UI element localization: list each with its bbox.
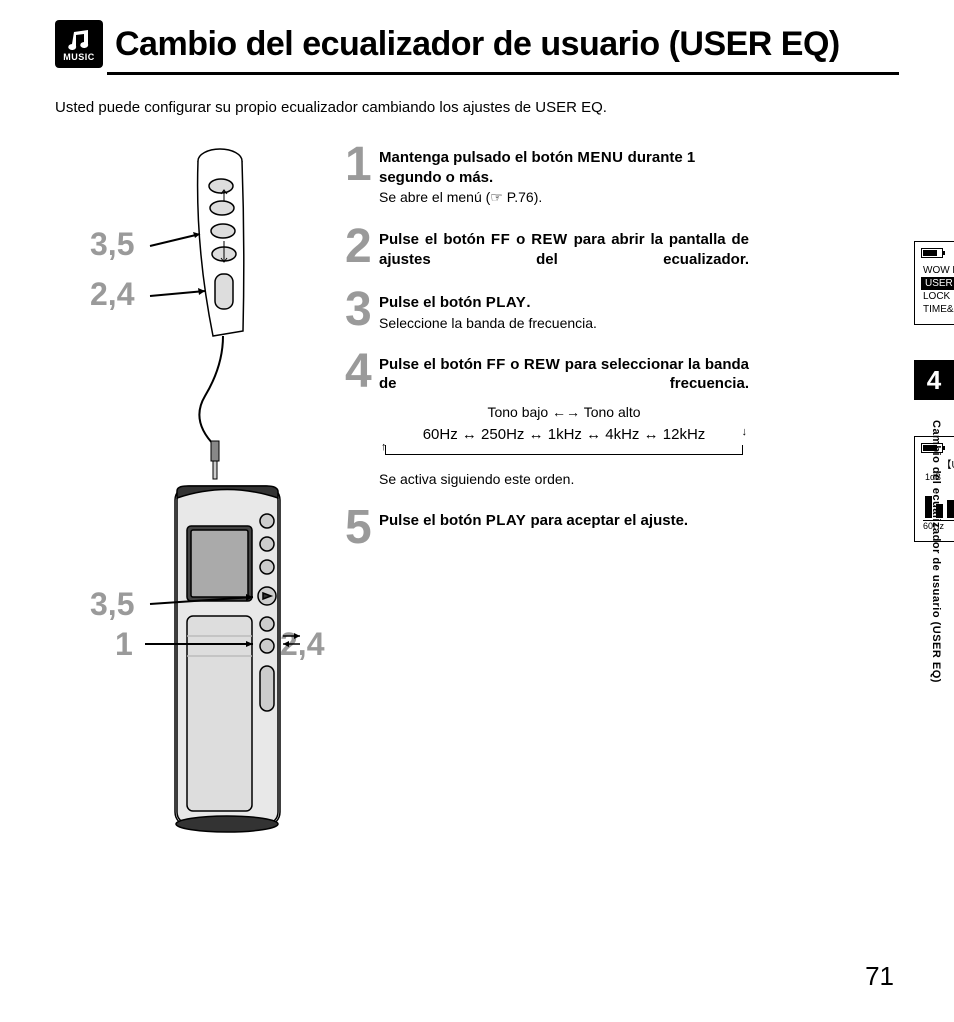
lcd-screen-menu: WOW EFFECT USER EQ LOCK TIME&DATE	[914, 241, 954, 325]
menu-row-wow: WOW EFFECT	[921, 264, 954, 277]
music-icon: MUSIC	[55, 20, 103, 68]
page-title: Cambio del ecualizador de usuario (USER …	[115, 25, 840, 64]
page-number: 71	[865, 961, 894, 992]
step-num-1: 1	[345, 146, 375, 206]
step-1-sub: Se abre el menú (☞ P.76).	[379, 189, 749, 206]
menu-row-lock: LOCK	[921, 290, 954, 303]
step-3: 3 Pulse el botón PLAY. Seleccione la ban…	[345, 291, 749, 331]
step-num-3: 3	[345, 291, 375, 331]
title-rule	[107, 72, 899, 75]
step-5-title: Pulse el botón PLAY para aceptar el ajus…	[379, 511, 749, 531]
device-illustration: 3,5 2,4 3,5 1 2,4	[55, 146, 335, 846]
page-header: MUSIC Cambio del ecualizador de usuario …	[55, 20, 899, 68]
device-svg	[105, 146, 305, 846]
intro-text: Usted puede configurar su propio ecualiz…	[55, 99, 899, 116]
order-note: Se activa siguiendo este orden.	[379, 471, 749, 487]
chapter-tab: 4	[914, 360, 954, 400]
chapter-label: Cambio del ecualizador de usuario (USER …	[930, 420, 942, 683]
tone-row: Tono bajo ←→ Tono alto	[379, 404, 749, 420]
step-2-title: Pulse el botón FF o REW para abrir la pa…	[379, 230, 749, 269]
freq-bracket	[385, 445, 743, 455]
step-3-title: Pulse el botón PLAY.	[379, 293, 749, 313]
step-num-5: 5	[345, 509, 375, 547]
eq-bar	[947, 500, 954, 518]
menu-row-usereq: USER EQ	[921, 277, 954, 290]
step-4: 4 Pulse el botón FF o REW para seleccion…	[345, 353, 749, 487]
battery-icon	[921, 248, 943, 258]
menu-row-timedate: TIME&DATE	[921, 303, 954, 316]
step-1: 1 Mantenga pulsado el botón MENU durante…	[345, 146, 749, 206]
step-3-sub: Seleccione la banda de frecuencia.	[379, 315, 749, 331]
step-2: 2 Pulse el botón FF o REW para abrir la …	[345, 228, 749, 269]
step-1-title: Mantenga pulsado el botón MENU durante 1…	[379, 148, 749, 187]
step-4-title: Pulse el botón FF o REW para seleccionar…	[379, 355, 749, 394]
step-num-2: 2	[345, 228, 375, 269]
music-icon-label: MUSIC	[63, 52, 95, 62]
steps-column: 1 Mantenga pulsado el botón MENU durante…	[345, 146, 899, 846]
content-area: 3,5 2,4 3,5 1 2,4	[55, 146, 899, 846]
freq-row: 60Hz ↔ 250Hz ↔ 1kHz ↔ 4kHz ↔ 12kHz	[383, 424, 745, 445]
chapter-number: 4	[927, 365, 941, 396]
step-num-4: 4	[345, 353, 375, 487]
